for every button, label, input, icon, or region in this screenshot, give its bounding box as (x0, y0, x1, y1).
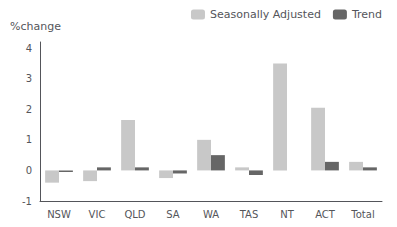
svg-text:1: 1 (26, 134, 32, 145)
svg-text:2: 2 (26, 104, 32, 115)
svg-text:NSW: NSW (47, 209, 71, 220)
svg-text:WA: WA (203, 209, 219, 220)
svg-text:QLD: QLD (124, 209, 145, 220)
svg-text:%change: %change (10, 20, 61, 33)
svg-text:3: 3 (26, 73, 32, 84)
svg-text:SA: SA (166, 209, 180, 220)
svg-text:0: 0 (26, 165, 32, 176)
svg-text:Trend: Trend (351, 8, 382, 21)
svg-text:TAS: TAS (239, 209, 259, 220)
svg-text:Seasonally Adjusted: Seasonally Adjusted (210, 8, 321, 21)
svg-text:NT: NT (280, 209, 294, 220)
svg-text:VIC: VIC (89, 209, 106, 220)
svg-text:ACT: ACT (315, 209, 336, 220)
svg-text:-1: -1 (22, 196, 32, 207)
svg-text:4: 4 (26, 43, 32, 54)
svg-text:Total: Total (350, 209, 374, 220)
